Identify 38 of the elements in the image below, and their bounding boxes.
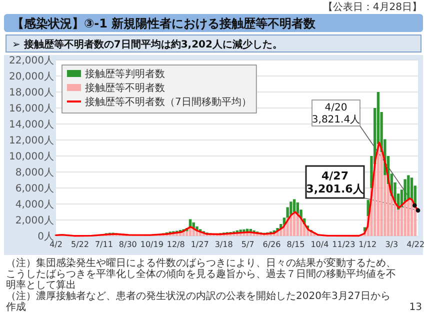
x-tick-label: 1/27 — [190, 240, 209, 249]
text: 13 — [409, 302, 422, 313]
y-tick-label: 2,000人 — [15, 216, 54, 226]
legend-label: 接触歴等不明者数 — [85, 82, 165, 94]
x-tick-label: 8/15 — [286, 240, 305, 249]
y-tick-label: 14,000人 — [9, 120, 54, 130]
y-tick-label: 20,000人 — [9, 72, 54, 82]
x-tick-label: 7/11 — [94, 240, 113, 249]
y-tick-label: 4,000人 — [15, 200, 54, 210]
y-tick-label: 0人 — [38, 232, 54, 242]
x-tick-label: 3/18 — [214, 240, 233, 249]
chart-title: 【感染状況】③-1 新規陽性者における接触歴等不明者数 — [12, 16, 317, 30]
x-tick-label: 6/26 — [262, 240, 281, 249]
y-tick-label: 6,000人 — [15, 184, 54, 194]
x-tick-label: 4/2 — [50, 240, 62, 249]
annotation: 4/20 3,821.4人 — [312, 102, 360, 126]
x-tick-label: 12/8 — [166, 240, 185, 249]
legend-label: 接触歴等不明者数（7日間移動平均） — [85, 96, 252, 108]
legend-label: 接触歴等判明者数 — [85, 68, 165, 80]
y-tick-label: 8,000人 — [15, 168, 54, 178]
y-tick-label: 16,000人 — [9, 104, 54, 114]
text: （注）集団感染発生や曜日による件数のばらつきにより、日々の結果が変動するため、こうしたばらつきを平準化し全体の傾向を見る趣旨から、過去７日間の移動平均値を不明率として算出 — [6, 257, 396, 291]
x-tick-label: 3/3 — [385, 240, 398, 249]
x-tick-label: 5/22 — [70, 240, 89, 249]
x-tick-label: 10/4 — [310, 240, 329, 249]
y-tick-label: 22,000人 — [9, 56, 54, 66]
y-tick-label: 10,000人 — [9, 152, 54, 162]
x-tick-label: 10/19 — [140, 240, 164, 249]
text: （注）濃厚接触者など、患者の発生状況の内訳の公表を開始した2020年3月27日から作成 — [5, 290, 391, 313]
x-tick-label: 11/23 — [332, 240, 356, 249]
y-tick-label: 18,000人 — [9, 88, 54, 98]
x-tick-label: 8/30 — [118, 240, 137, 249]
text: 【公表日：4月28日】 — [322, 1, 422, 13]
x-tick-label: 5/7 — [241, 240, 254, 249]
x-tick-label: 4/22 — [406, 240, 425, 249]
chart-subtitle: ➢ 接触歴等不明者数の7日間平均は約3,202人に減少した。 — [12, 38, 282, 50]
x-tick-label: 1/12 — [358, 240, 377, 249]
y-tick-label: 12,000人 — [9, 136, 54, 146]
